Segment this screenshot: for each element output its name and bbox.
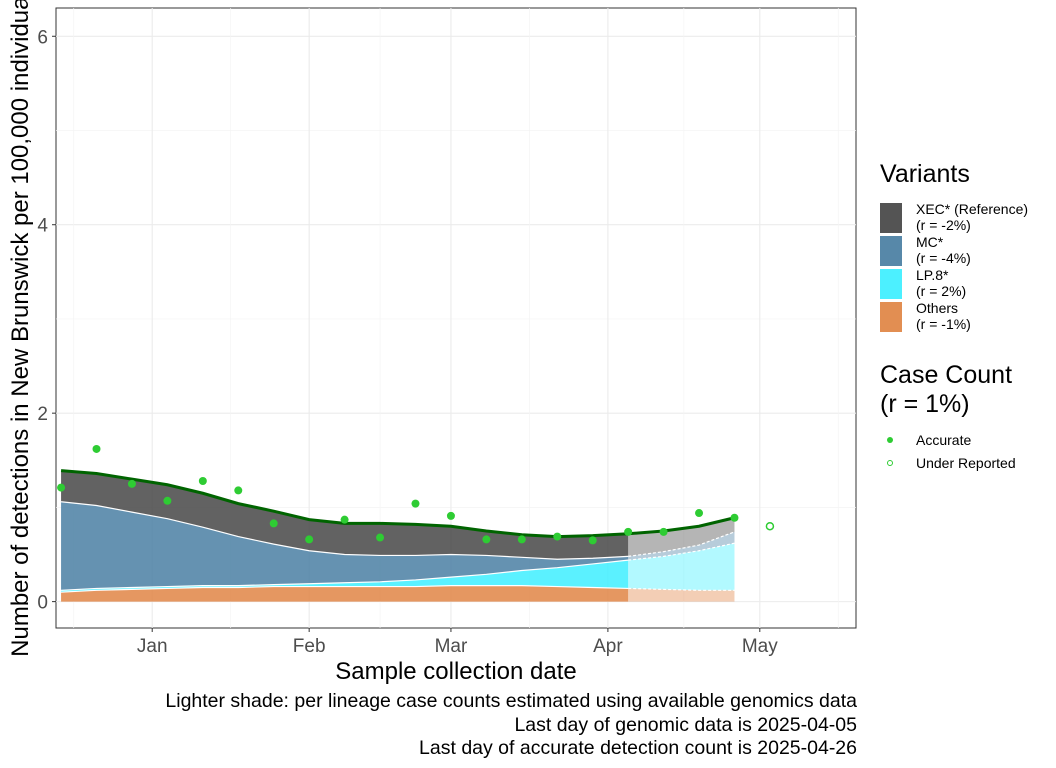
area-estimated-lp-8 <box>628 543 735 591</box>
filled-dot-icon <box>887 437 893 443</box>
accurate-point <box>624 527 633 536</box>
legend-item-xec: XEC* (Reference) (r = -2%) <box>880 201 1028 234</box>
area-lp-8 <box>61 560 629 593</box>
accurate-point <box>730 513 739 522</box>
hollow-dot-icon <box>887 460 893 466</box>
legend-sub-mc: (r = -4%) <box>916 250 971 266</box>
y-axis-title: Number of detections in New Brunswick pe… <box>7 0 34 657</box>
legend-item-others: Others (r = -1%) <box>880 300 971 333</box>
area-others <box>61 585 629 602</box>
case-count-item-accurate: Accurate <box>880 431 1012 454</box>
total-line <box>60 469 735 539</box>
boundary-lines <box>60 469 735 593</box>
x-tick-label: May <box>742 636 778 657</box>
boundary-estimated-mc <box>628 531 735 557</box>
x-tick-label: Feb <box>293 636 326 657</box>
accurate-point <box>553 532 562 541</box>
legend-label-mc: MC* <box>916 234 944 250</box>
area-estimated-others <box>628 588 735 602</box>
accurate-point <box>57 483 66 492</box>
boundary-others <box>61 584 629 593</box>
boundary-estimated-lp-8 <box>628 542 735 561</box>
legend: Variants XEC* (Reference) (r = -2%) MC* (r… <box>880 160 1028 333</box>
legend-label-others: Others <box>916 300 959 316</box>
x-tick-label: Apr <box>593 636 623 657</box>
y-tick-label: 4 <box>37 216 48 237</box>
accurate-point <box>446 511 455 520</box>
legend-sub-xec: (r = -2%) <box>916 217 971 233</box>
legend-variants-title: Variants <box>880 160 970 188</box>
legend-swatch-mc <box>880 236 902 266</box>
area-mc <box>61 501 629 591</box>
accurate-point <box>198 477 207 486</box>
legend-label-xec: XEC* (Reference) <box>916 201 1029 217</box>
accurate-point <box>269 519 278 528</box>
area-estimated-xec-reference <box>628 517 735 557</box>
case-count-label-under-reported: Under Reported <box>916 455 1016 471</box>
accurate-point <box>234 486 243 495</box>
accurate-point <box>127 479 136 488</box>
legend-sub-lp8: (r = 2%) <box>916 283 967 299</box>
case-count-title: Case Count <box>880 361 1013 389</box>
accurate-point <box>588 536 597 545</box>
case-count-legend: Case Count (r = 1%) Accurate Under Repor… <box>880 361 1016 477</box>
accurate-point <box>695 509 704 518</box>
legend-sub-others: (r = -1%) <box>916 316 971 332</box>
legend-swatch-others <box>880 302 902 332</box>
x-tick-label: Mar <box>435 636 468 657</box>
legend-swatch-xec <box>880 203 902 233</box>
accurate-point <box>659 527 668 536</box>
under-reported-point <box>765 521 775 531</box>
x-tick-label: Jan <box>137 636 168 657</box>
y-tick-label: 0 <box>37 593 48 614</box>
boundary-mc <box>60 501 629 560</box>
caption-line-1: Lighter shade: per lineage case counts e… <box>165 690 857 712</box>
accurate-point <box>376 533 385 542</box>
boundary-estimated-others <box>628 587 735 591</box>
accurate-point <box>517 535 526 544</box>
legend-swatch-lp8 <box>880 269 902 299</box>
x-axis-title: Sample collection date <box>335 658 576 685</box>
y-tick-label: 6 <box>37 27 48 48</box>
accurate-point <box>92 444 101 453</box>
case-count-points <box>57 444 775 545</box>
axis-ticks: 0 2 4 6 Jan Feb Mar Apr May <box>37 27 778 657</box>
accurate-point <box>340 515 349 524</box>
boundary-lp-8 <box>61 559 629 591</box>
legend-item-mc: MC* (r = -4%) <box>880 234 971 267</box>
case-count-subtitle: (r = 1%) <box>880 390 970 418</box>
accurate-point <box>163 496 172 505</box>
caption: Lighter shade: per lineage case counts e… <box>165 690 857 761</box>
case-count-label-accurate: Accurate <box>916 432 972 448</box>
accurate-point <box>305 535 314 544</box>
caption-line-3: Last day of accurate detection count is … <box>419 737 857 759</box>
accurate-point <box>411 499 420 508</box>
caption-line-2: Last day of genomic data is 2025-04-05 <box>514 713 857 736</box>
case-count-item-under-reported: Under Reported <box>880 454 1016 477</box>
y-tick-label: 2 <box>37 404 48 425</box>
legend-item-lp8: LP.8* (r = 2%) <box>880 267 970 300</box>
legend-label-lp8: LP.8* <box>916 267 949 283</box>
accurate-point <box>482 535 491 544</box>
